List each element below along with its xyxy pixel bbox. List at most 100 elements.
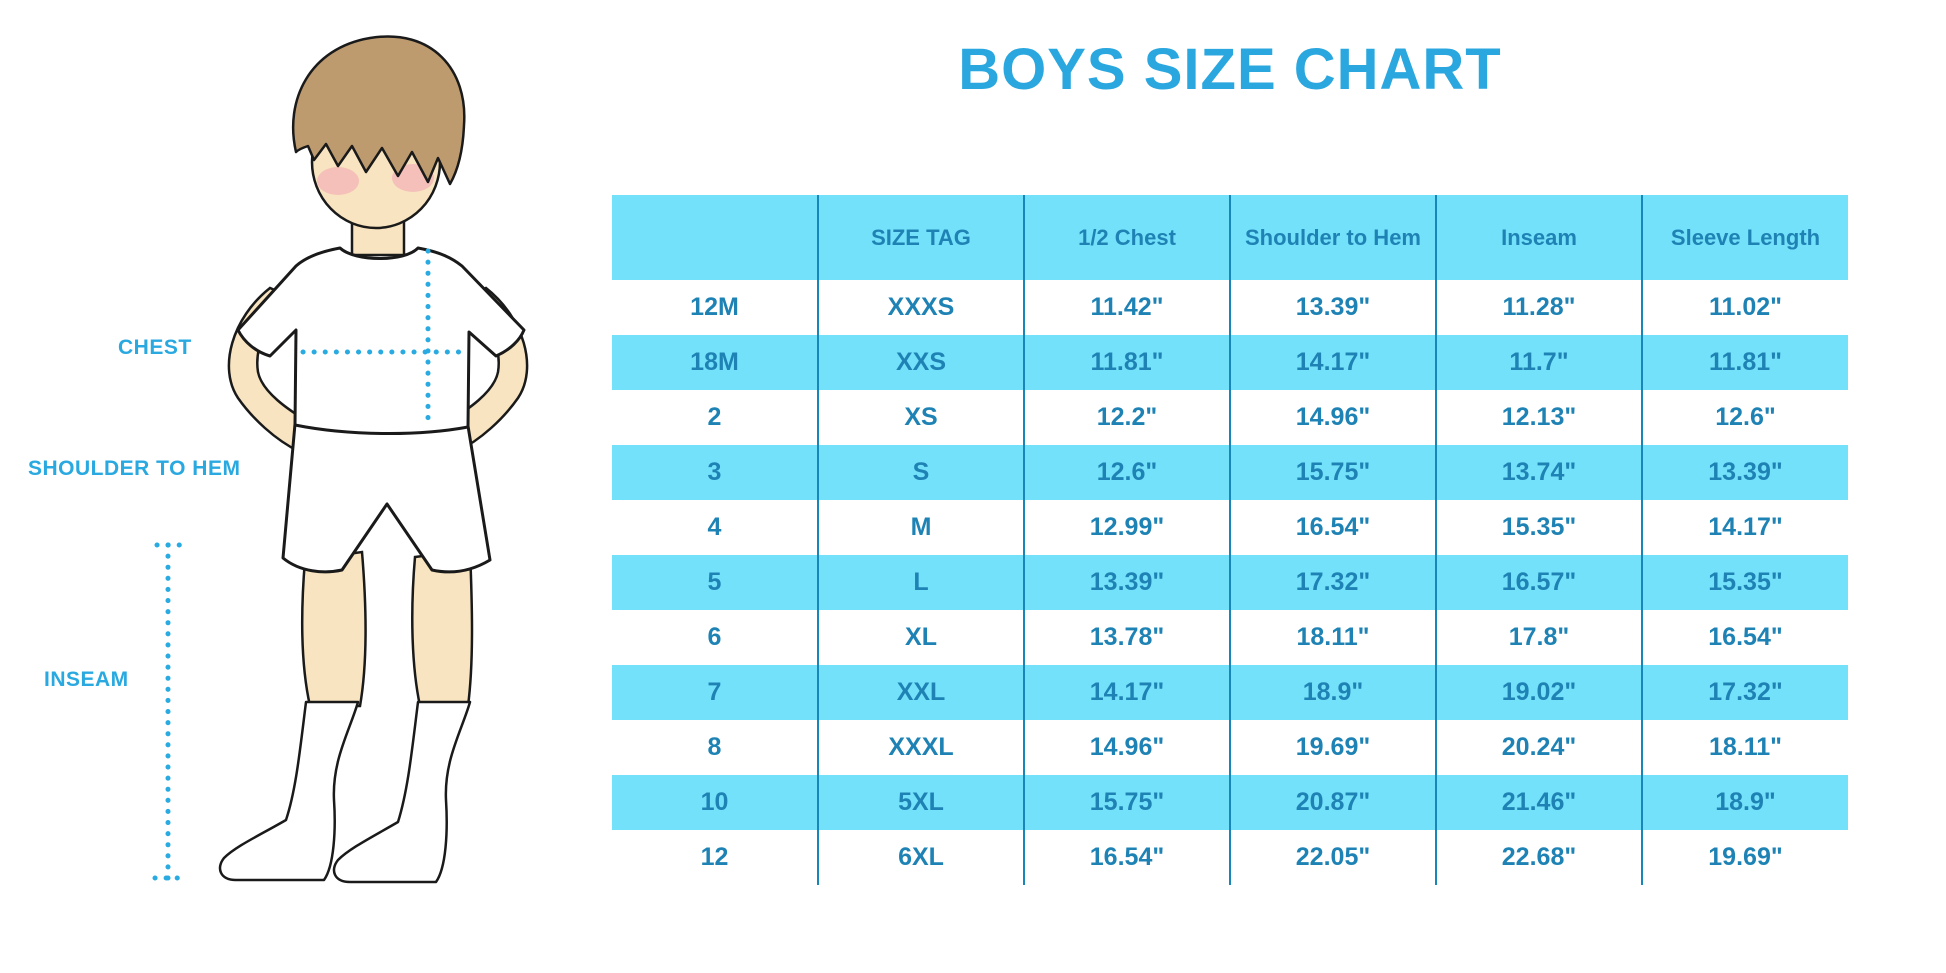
- value-cell: 15.35": [1641, 555, 1848, 610]
- value-cell: 11.81": [1023, 335, 1230, 390]
- size-cell: 2: [707, 403, 722, 431]
- boy-hair: [291, 35, 466, 186]
- value-cell: 16.54": [1229, 500, 1436, 555]
- value-cell: 20.24": [1435, 720, 1642, 775]
- value-cell: 13.74": [1435, 445, 1642, 500]
- size-cell: 6: [707, 623, 722, 651]
- table-row: 18M XXS 11.81" 14.17" 11.7" 11.81": [612, 335, 1848, 390]
- inseam-label: INSEAM: [44, 668, 129, 691]
- value-cell: 20.87": [1229, 775, 1436, 830]
- value-cell: 19.02": [1435, 665, 1642, 720]
- value-cell: 12.99": [1023, 500, 1230, 555]
- table-row: 8 XXXL 14.96" 19.69" 20.24" 18.11": [612, 720, 1848, 775]
- value-cell: 19.69": [1641, 830, 1848, 885]
- value-cell: 5XL: [817, 775, 1024, 830]
- value-cell: L: [817, 555, 1024, 610]
- boy-sock-left: [218, 700, 360, 882]
- value-cell: 17.32": [1641, 665, 1848, 720]
- table-row: 5 L 13.39" 17.32" 16.57" 15.35": [612, 555, 1848, 610]
- table-row: 10 5XL 15.75" 20.87" 21.46" 18.9": [612, 775, 1848, 830]
- size-cell: 5: [612, 555, 818, 610]
- value-cell: 11.7": [1435, 335, 1642, 390]
- table-row: 12 6XL 16.54" 22.05" 22.68" 19.69": [612, 830, 1848, 885]
- value-cell: 18.9": [1229, 665, 1436, 720]
- value-cell: 11.42": [1023, 280, 1230, 335]
- value-cell: 22.05": [1229, 830, 1436, 885]
- measurement-figure-area: CHEST SHOULDER TO HEM INSEAM: [0, 0, 560, 973]
- value-cell: 18.11": [1641, 720, 1848, 775]
- column-header-2: 1/2 Chest: [1023, 195, 1230, 280]
- page-title: BOYS SIZE CHART: [958, 37, 1502, 102]
- value-cell: 13.78": [1023, 610, 1230, 665]
- header-row: SIZE TAG 1/2 Chest Shoulder to Hem Inseam Sl…: [612, 195, 1848, 280]
- value-cell: 14.96": [1229, 390, 1436, 445]
- column-header-0: [612, 195, 818, 280]
- boy-leg-left: [301, 550, 367, 708]
- column-header-3: Shoulder to Hem: [1229, 195, 1436, 280]
- table-row: 12M XXXS 11.42" 13.39" 11.28" 11.02": [612, 280, 1848, 335]
- value-cell: XXL: [817, 665, 1024, 720]
- value-cell: 11.02": [1641, 280, 1848, 335]
- size-table-header: SIZE TAG 1/2 Chest Shoulder to Hem Inseam Sl…: [612, 195, 1848, 280]
- value-cell: 13.39": [1023, 555, 1230, 610]
- value-cell: S: [817, 445, 1024, 500]
- value-cell: XXXS: [817, 280, 1024, 335]
- value-cell: 11.28": [1435, 280, 1642, 335]
- size-cell: 18M: [612, 335, 818, 390]
- value-cell: 13.39": [1641, 445, 1848, 500]
- value-cell: 12.6": [1641, 390, 1848, 445]
- size-cell: 10: [612, 775, 818, 830]
- boy-shorts: [281, 422, 492, 574]
- shoulder-to-hem-label: SHOULDER TO HEM: [28, 457, 241, 480]
- table-row: 6 XL 13.78" 18.11" 17.8" 16.54": [612, 610, 1848, 665]
- boy-tshirt: [236, 246, 526, 435]
- table-row: 7 XXL 14.17" 18.9" 19.02" 17.32": [612, 665, 1848, 720]
- column-header-5: Sleeve Length: [1641, 195, 1848, 280]
- value-cell: 14.17": [1641, 500, 1848, 555]
- value-cell: 19.69": [1229, 720, 1436, 775]
- value-cell: 13.39": [1229, 280, 1436, 335]
- value-cell: 16.57": [1435, 555, 1642, 610]
- size-cell: 3: [612, 445, 818, 500]
- value-cell: 18.9": [1641, 775, 1848, 830]
- size-cell: 4: [707, 513, 722, 541]
- column-header-1: SIZE TAG: [817, 195, 1024, 280]
- value-cell: M: [817, 500, 1024, 555]
- value-cell: 22.68": [1435, 830, 1642, 885]
- value-cell: 16.54": [1023, 830, 1230, 885]
- value-cell: 11.81": [1641, 335, 1848, 390]
- value-cell: XXXL: [817, 720, 1024, 775]
- value-cell: 12.2": [1023, 390, 1230, 445]
- table-row: 4 M 12.99" 16.54" 15.35" 14.17": [612, 500, 1848, 555]
- value-cell: 15.75": [1229, 445, 1436, 500]
- size-cell: 12M: [690, 293, 739, 321]
- value-cell: 12.6": [1023, 445, 1230, 500]
- value-cell: XXS: [817, 335, 1024, 390]
- size-table-body: 12M XXXS 11.42" 13.39" 11.28" 11.02" 18M XXS 11.…: [612, 280, 1848, 885]
- value-cell: 14.17": [1023, 665, 1230, 720]
- boy-blush-left: [317, 167, 359, 195]
- value-cell: 18.11": [1229, 610, 1436, 665]
- value-cell: 21.46": [1435, 775, 1642, 830]
- table-row: 3 S 12.6" 15.75" 13.74" 13.39": [612, 445, 1848, 500]
- value-cell: XS: [817, 390, 1024, 445]
- value-cell: 14.17": [1229, 335, 1436, 390]
- chest-label: CHEST: [118, 336, 192, 359]
- size-cell: 8: [707, 733, 722, 761]
- value-cell: 6XL: [817, 830, 1024, 885]
- value-cell: XL: [817, 610, 1024, 665]
- value-cell: 16.54": [1641, 610, 1848, 665]
- size-cell: 7: [612, 665, 818, 720]
- value-cell: 15.75": [1023, 775, 1230, 830]
- size-cell: 12: [700, 843, 729, 871]
- value-cell: 17.32": [1229, 555, 1436, 610]
- size-chart-table: SIZE TAG 1/2 Chest Shoulder to Hem Inseam Sl…: [612, 195, 1848, 885]
- column-header-4: Inseam: [1435, 195, 1642, 280]
- value-cell: 12.13": [1435, 390, 1642, 445]
- boy-sock-right: [332, 700, 472, 884]
- size-chart-table-wrap: SIZE TAG 1/2 Chest Shoulder to Hem Inseam Sl…: [612, 195, 1848, 885]
- value-cell: 17.8": [1435, 610, 1642, 665]
- boy-figure-illustration: [152, 35, 529, 884]
- table-row: 2 XS 12.2" 14.96" 12.13" 12.6": [612, 390, 1848, 445]
- boy-leg-right: [411, 548, 474, 708]
